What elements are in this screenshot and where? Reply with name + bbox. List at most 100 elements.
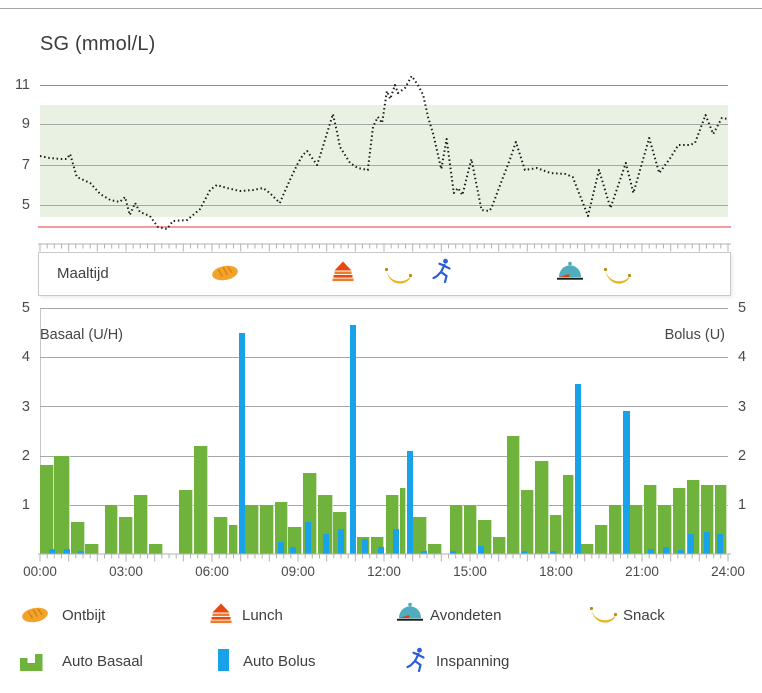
xtick-1200: 12:00 [367,564,401,579]
basal-bar [658,504,673,554]
banana-icon [384,267,412,290]
legend-auto-bolus: Auto Bolus [243,653,316,670]
sg-ytick-7: 7 [21,157,30,173]
basal-bar [595,524,609,554]
bolus-bar [623,411,630,554]
bolus-bar [420,550,427,554]
basal-bar [478,519,493,554]
xtick-1500: 15:00 [453,564,487,579]
basal-bar [259,504,275,554]
bolus-bar [449,551,456,554]
insulin-gridline-4 [40,357,728,358]
legend-avondeten: Avondeten [430,607,502,624]
bolus-bar [575,384,581,554]
sg-low-limit-line [38,226,731,228]
xtick-0600: 06:00 [195,564,229,579]
bolus-bar-icon [218,649,229,676]
basal-bar [118,517,134,554]
legend-ontbijt: Ontbijt [62,607,106,624]
bolus-bar [550,551,556,554]
lunch-icon [209,603,233,629]
dinner-icon [396,601,424,630]
basal-bar [229,524,239,554]
bolus-bar [289,546,297,554]
basal-bar [535,460,549,554]
insulin-ytick-left-1: 1 [21,497,30,513]
meal-row-label: Maaltijd [57,265,109,282]
sg-ytick-9: 9 [21,116,30,132]
insulin-ytick-left-2: 2 [21,448,30,464]
legend-lunch: Lunch [242,607,283,624]
basal-bar [71,522,85,554]
basal-bar [464,504,478,554]
bread-icon [210,263,240,288]
basal-bar [412,517,427,554]
bolus-axis-title: Bolus (U) [664,327,725,343]
basal-bar [214,517,229,554]
legend-snack: Snack [623,607,665,624]
bolus-bar [277,541,284,554]
insulin-ytick-right-1: 1 [738,497,747,513]
sg-ytick-11: 11 [14,77,30,93]
basal-bar [148,544,164,554]
banana-icon [603,267,631,290]
bolus-bar [678,550,684,554]
meal-axis-ticks [38,243,731,252]
top-divider [0,8,762,9]
basal-bar [40,465,54,554]
basal-bar [245,504,259,554]
basal-bar [85,544,99,554]
basal-bar [643,485,658,554]
bolus-bar [703,531,710,554]
basal-bar [630,504,644,554]
insulin-ytick-right-2: 2 [738,448,747,464]
basal-bar [449,504,464,554]
sg-trace [39,75,729,230]
basal-bar [549,514,563,554]
xtick-0000: 00:00 [23,564,57,579]
insulin-left-axis-line [40,308,41,554]
sg-ytick-5: 5 [21,197,30,213]
dinner-icon [556,260,584,289]
bolus-bar [63,549,71,554]
sg-gridline-7 [40,165,728,166]
page-title: SG (mmol/L) [40,33,156,55]
bolus-bar [663,546,670,554]
bolus-bar [478,546,485,554]
basal-bar [563,475,575,554]
basal-bar [134,495,149,554]
sg-trace-line [39,75,729,230]
basal-bars-icon [20,651,43,676]
bolus-bar [687,534,695,554]
basal-bar [179,490,193,554]
bolus-bar [717,534,724,554]
bolus-bar [338,529,345,554]
bolus-bar [361,539,368,554]
basal-bar [506,435,521,554]
basal-bar [580,544,595,554]
insulin-gridline-1 [40,505,728,506]
bolus-bar [49,549,56,554]
bread-icon [20,605,50,630]
bolus-bar [305,522,312,554]
insulin-ytick-left-5: 5 [21,300,30,316]
runner-icon [432,258,453,289]
insulin-ytick-left-3: 3 [21,399,30,415]
insulin-bar-plot [40,308,728,554]
insulin-gridline-3 [40,406,728,407]
basal-bar [104,504,118,554]
bolus-bar [350,325,357,554]
runner-icon [406,647,427,678]
legend-inspanning: Inspanning [436,653,510,670]
bolus-bar [378,546,385,554]
xtick-2100: 21:00 [625,564,659,579]
basal-bar [673,487,687,554]
insulin-gridline-5 [40,308,728,309]
sg-gridline-11 [40,85,728,86]
sg-gridline-5 [40,205,728,206]
bolus-bar [406,450,413,554]
basal-bar [399,487,406,554]
insulin-gridline-2 [40,456,728,457]
time-axis-ticks [38,553,731,562]
insulin-ytick-right-5: 5 [738,300,747,316]
